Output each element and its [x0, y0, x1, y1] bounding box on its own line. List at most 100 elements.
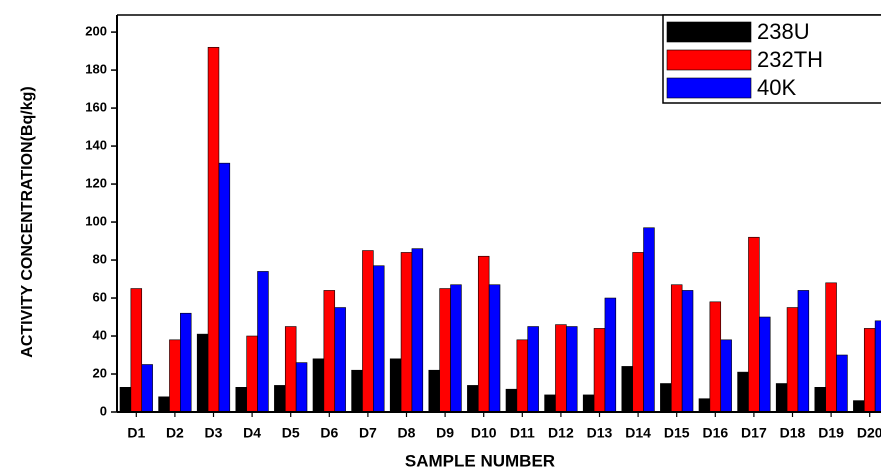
x-tick-label: D17	[741, 425, 767, 441]
y-tick-label: 120	[85, 175, 107, 190]
x-axis-title: SAMPLE NUMBER	[405, 451, 555, 470]
bar	[815, 387, 826, 412]
bar	[776, 384, 787, 412]
x-tick-label: D11	[510, 425, 535, 441]
x-tick-label: D13	[587, 425, 613, 441]
y-tick-label: 100	[85, 213, 107, 228]
bar	[236, 387, 247, 412]
bar	[837, 355, 848, 412]
bar	[373, 266, 384, 412]
bar	[738, 372, 749, 412]
bar	[142, 365, 153, 412]
bar	[219, 163, 230, 412]
bar	[605, 298, 616, 412]
bar	[875, 321, 881, 412]
bar	[528, 327, 539, 412]
bar	[324, 290, 335, 412]
bar	[412, 249, 423, 412]
bar	[285, 327, 296, 412]
bar	[313, 359, 324, 412]
legend-swatch	[667, 50, 751, 70]
y-tick-label: 180	[85, 62, 107, 77]
y-tick-label: 140	[85, 138, 107, 153]
bar	[633, 252, 644, 412]
bar	[258, 271, 269, 412]
x-tick-label: D6	[320, 425, 338, 441]
x-tick-label: D18	[780, 425, 806, 441]
bar	[748, 237, 759, 412]
y-tick-label: 80	[93, 251, 107, 266]
bar	[335, 308, 346, 412]
y-tick-label: 40	[93, 327, 107, 342]
bar	[401, 252, 412, 412]
x-tick-label: D9	[436, 425, 454, 441]
bar	[622, 366, 633, 412]
legend-swatch	[667, 22, 751, 42]
y-axis-title: ACTIVITY CONCENTRATION(Bq/kg)	[19, 86, 36, 357]
x-tick-label: D14	[625, 425, 651, 441]
bar	[660, 384, 671, 412]
bar	[159, 397, 170, 412]
bar	[583, 395, 594, 412]
bar	[517, 340, 528, 412]
x-tick-label: D15	[664, 425, 690, 441]
y-tick-label: 160	[85, 100, 107, 115]
bar	[699, 399, 710, 412]
y-tick-label: 20	[93, 365, 107, 380]
bar	[390, 359, 401, 412]
bar	[362, 251, 373, 412]
x-tick-label: D8	[398, 425, 416, 441]
y-tick-label: 60	[93, 289, 107, 304]
bar	[197, 334, 208, 412]
bar	[506, 389, 517, 412]
bar	[759, 317, 770, 412]
bar	[545, 395, 556, 412]
bar	[478, 256, 489, 412]
x-tick-label: D19	[818, 425, 844, 441]
bar	[451, 285, 462, 412]
bar	[131, 289, 142, 412]
chart: SAMPLE NUMBER ACTIVITY CONCENTRATION(Bq/…	[0, 0, 881, 472]
x-tick-label: D16	[702, 425, 728, 441]
x-tick-label: D2	[166, 425, 184, 441]
bar	[853, 401, 864, 412]
bar	[169, 340, 180, 412]
x-tick-label: D3	[205, 425, 223, 441]
y-tick-label: 200	[85, 24, 107, 39]
bar	[274, 385, 285, 412]
bar	[787, 308, 798, 412]
bar	[826, 283, 837, 412]
bar	[247, 336, 258, 412]
bar	[440, 289, 451, 412]
bar	[798, 290, 809, 412]
legend-label: 232TH	[757, 47, 823, 72]
bar	[489, 285, 500, 412]
bar	[429, 370, 440, 412]
bar	[721, 340, 732, 412]
bar	[671, 285, 682, 412]
bar	[566, 327, 577, 412]
bar	[644, 228, 655, 412]
legend-label: 238U	[757, 19, 810, 44]
x-tick-label: D10	[471, 425, 497, 441]
x-tick-label: D4	[243, 425, 261, 441]
bar	[467, 385, 478, 412]
bar	[864, 328, 875, 412]
bar	[594, 328, 605, 412]
bar	[682, 290, 693, 412]
bar	[555, 325, 566, 412]
bar	[120, 387, 131, 412]
x-tick-label: D7	[359, 425, 377, 441]
bar	[352, 370, 363, 412]
legend-swatch	[667, 78, 751, 98]
x-tick-label: D5	[282, 425, 300, 441]
bar	[208, 47, 219, 412]
legend-label: 40K	[757, 75, 796, 100]
x-tick-label: D12	[548, 425, 574, 441]
x-tick-label: D1	[127, 425, 145, 441]
x-tick-label: D20	[857, 425, 881, 441]
bar	[710, 302, 721, 412]
y-tick-label: 0	[100, 403, 107, 418]
bar	[180, 313, 191, 412]
bar	[296, 363, 307, 412]
